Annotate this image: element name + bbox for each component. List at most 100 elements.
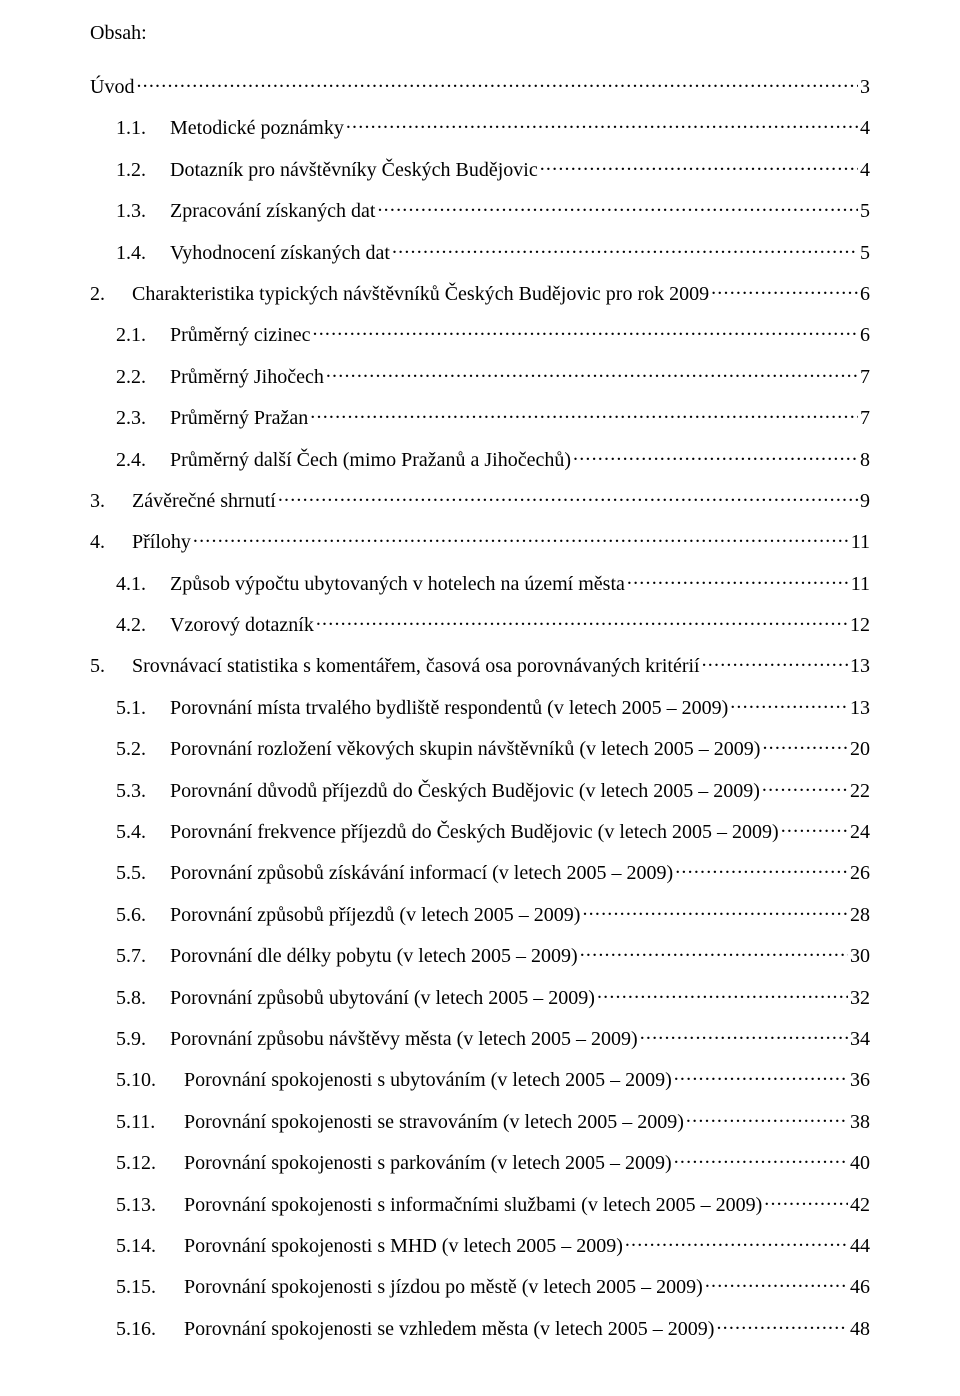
toc-entry-number: 5.12. xyxy=(116,1151,184,1175)
toc-entry-number: 5.3. xyxy=(116,779,170,803)
toc-entry-title: Porovnání způsobů příjezdů (v letech 200… xyxy=(170,903,582,927)
toc-entry: 5.13.Porovnání spokojenosti s informační… xyxy=(90,1191,870,1217)
toc-leader-dots xyxy=(326,363,858,383)
toc-leader-dots xyxy=(711,280,858,300)
toc-entry-number: 5.1. xyxy=(116,696,170,720)
toc-entry-page: 4 xyxy=(858,116,870,140)
toc-entry-number: 5.7. xyxy=(116,944,170,968)
toc-entry-page: 13 xyxy=(848,654,870,678)
toc-entry-number: 3. xyxy=(90,489,132,513)
toc-entry-number: 4.2. xyxy=(116,613,170,637)
toc-entry-title: Porovnání způsobu návštěvy města (v lete… xyxy=(170,1027,640,1051)
toc-leader-dots xyxy=(316,611,848,631)
toc-heading: Obsah: xyxy=(90,22,870,45)
toc-entry-page: 7 xyxy=(858,406,870,430)
toc-entry-number: 2.3. xyxy=(116,406,170,430)
toc-entry-title: Porovnání důvodů příjezdů do Českých Bud… xyxy=(170,779,762,803)
toc-leader-dots xyxy=(625,1232,848,1252)
toc-entry: 2.4.Průměrný další Čech (mimo Pražanů a … xyxy=(90,446,870,472)
toc-entry-title: Vzorový dotazník xyxy=(170,613,316,637)
toc-entry-title: Způsob výpočtu ubytovaných v hotelech na… xyxy=(170,572,627,596)
toc-page: Obsah: Úvod3 1.1.Metodické poznámky 4 1.2.D… xyxy=(0,0,960,1396)
toc-entry-page: 20 xyxy=(848,737,870,761)
toc-entry-title: Porovnání spokojenosti se stravováním (v… xyxy=(184,1110,686,1134)
toc-entry: 5.10.Porovnání spokojenosti s ubytováním… xyxy=(90,1066,870,1092)
toc-entry: 1.2.Dotazník pro návštěvníky Českých Bud… xyxy=(90,156,870,182)
toc-entry: 1.1.Metodické poznámky 4 xyxy=(90,114,870,140)
toc-entry-page: 6 xyxy=(858,282,870,306)
toc-entry-page: 24 xyxy=(848,820,870,844)
toc-entry-page: 5 xyxy=(858,241,870,265)
toc-entry: 2.2.Průměrný Jihočech7 xyxy=(90,363,870,389)
toc-entry-title: Průměrný Jihočech xyxy=(170,365,326,389)
toc-entry-title: Metodické poznámky xyxy=(170,116,346,140)
toc-entry-number: 1.3. xyxy=(116,199,170,223)
toc-entry-title: Průměrný cizinec xyxy=(170,323,313,347)
toc-leader-dots xyxy=(573,446,858,466)
toc-entry-page: 5 xyxy=(858,199,870,223)
toc-entry: 5.6.Porovnání způsobů příjezdů (v letech… xyxy=(90,901,870,927)
toc-leader-dots xyxy=(674,1149,848,1169)
toc-entry-number: 2.1. xyxy=(116,323,170,347)
toc-leader-dots xyxy=(686,1108,848,1128)
toc-entry-page: 8 xyxy=(858,448,870,472)
toc-entry-title: Přílohy xyxy=(132,530,193,554)
toc-leader-dots xyxy=(136,73,858,93)
toc-leader-dots xyxy=(346,114,858,134)
toc-entry-title: Porovnání dle délky pobytu (v letech 200… xyxy=(170,944,580,968)
toc-entry-page: 28 xyxy=(848,903,870,927)
toc-leader-dots xyxy=(781,818,848,838)
toc-entry-page: 44 xyxy=(848,1234,870,1258)
toc-entry-title: Průměrný další Čech (mimo Pražanů a Jiho… xyxy=(170,448,573,472)
toc-entry: 5.5.Porovnání způsobů získávání informac… xyxy=(90,859,870,885)
toc-entry-page: 9 xyxy=(858,489,870,513)
toc-entry-number: 5.8. xyxy=(116,986,170,1010)
toc-entry-number: 5.14. xyxy=(116,1234,184,1258)
toc-entry-page: 11 xyxy=(849,530,870,554)
toc-entry-title: Porovnání spokojenosti s ubytováním (v l… xyxy=(184,1068,674,1092)
toc-entry-number: 2.4. xyxy=(116,448,170,472)
toc-entry: 4.Přílohy 11 xyxy=(90,528,870,554)
toc-leader-dots xyxy=(597,984,848,1004)
toc-entry-title: Porovnání spokojenosti s MHD (v letech 2… xyxy=(184,1234,625,1258)
toc-entry-title: Porovnání místa trvalého bydliště respon… xyxy=(170,696,730,720)
toc-entry-title: Zpracování získaných dat xyxy=(170,199,377,223)
toc-entry: 5.3.Porovnání důvodů příjezdů do Českých… xyxy=(90,777,870,803)
toc-leader-dots xyxy=(392,239,858,259)
toc-entry-number: 5.2. xyxy=(116,737,170,761)
toc-entry-number: 5.10. xyxy=(116,1068,184,1092)
toc-entry: 1.3.Zpracování získaných dat 5 xyxy=(90,197,870,223)
toc-entry-number: 5.4. xyxy=(116,820,170,844)
toc-entry-page: 6 xyxy=(858,323,870,347)
toc-entry: 4.1.Způsob výpočtu ubytovaných v hotelec… xyxy=(90,570,870,596)
toc-entry-number: 4. xyxy=(90,530,132,554)
toc-entry-number: 5. xyxy=(90,654,132,678)
toc-entry-number: 5.13. xyxy=(116,1193,184,1217)
toc-entry: 2.Charakteristika typických návštěvníků … xyxy=(90,280,870,306)
toc-entry-page: 38 xyxy=(848,1110,870,1134)
toc-entry-title: Porovnání spokojenosti se vzhledem města… xyxy=(184,1317,716,1341)
toc-entry-page: 13 xyxy=(848,696,870,720)
toc-entry-page: 34 xyxy=(848,1027,870,1051)
toc-entry: Úvod3 xyxy=(90,73,870,99)
toc-entry-number: 5.11. xyxy=(116,1110,184,1134)
toc-entry-page: 40 xyxy=(848,1151,870,1175)
toc-entry-page: 32 xyxy=(848,986,870,1010)
toc-entry: 5.11.Porovnání spokojenosti se stravován… xyxy=(90,1108,870,1134)
toc-leader-dots xyxy=(702,652,848,672)
toc-entry: 4.2.Vzorový dotazník 12 xyxy=(90,611,870,637)
toc-entry: 5.12.Porovnání spokojenosti s parkováním… xyxy=(90,1149,870,1175)
toc-entry: 5.Srovnávací statistika s komentářem, ča… xyxy=(90,652,870,678)
toc-leader-dots xyxy=(193,528,849,548)
toc-list: Úvod3 1.1.Metodické poznámky 4 1.2.Dotazník… xyxy=(90,73,870,1341)
toc-entry-title: Srovnávací statistika s komentářem, časo… xyxy=(132,654,702,678)
toc-entry-title: Porovnání rozložení věkových skupin návš… xyxy=(170,737,762,761)
toc-entry-number: 1.1. xyxy=(116,116,170,140)
toc-entry-number: 2.2. xyxy=(116,365,170,389)
toc-entry: 2.3.Průměrný Pražan7 xyxy=(90,404,870,430)
toc-entry-number: 5.5. xyxy=(116,861,170,885)
toc-entry-page: 12 xyxy=(848,613,870,637)
toc-entry-number: 5.16. xyxy=(116,1317,184,1341)
toc-entry-number: 1.4. xyxy=(116,241,170,265)
toc-entry: 1.4.Vyhodnocení získaných dat5 xyxy=(90,239,870,265)
